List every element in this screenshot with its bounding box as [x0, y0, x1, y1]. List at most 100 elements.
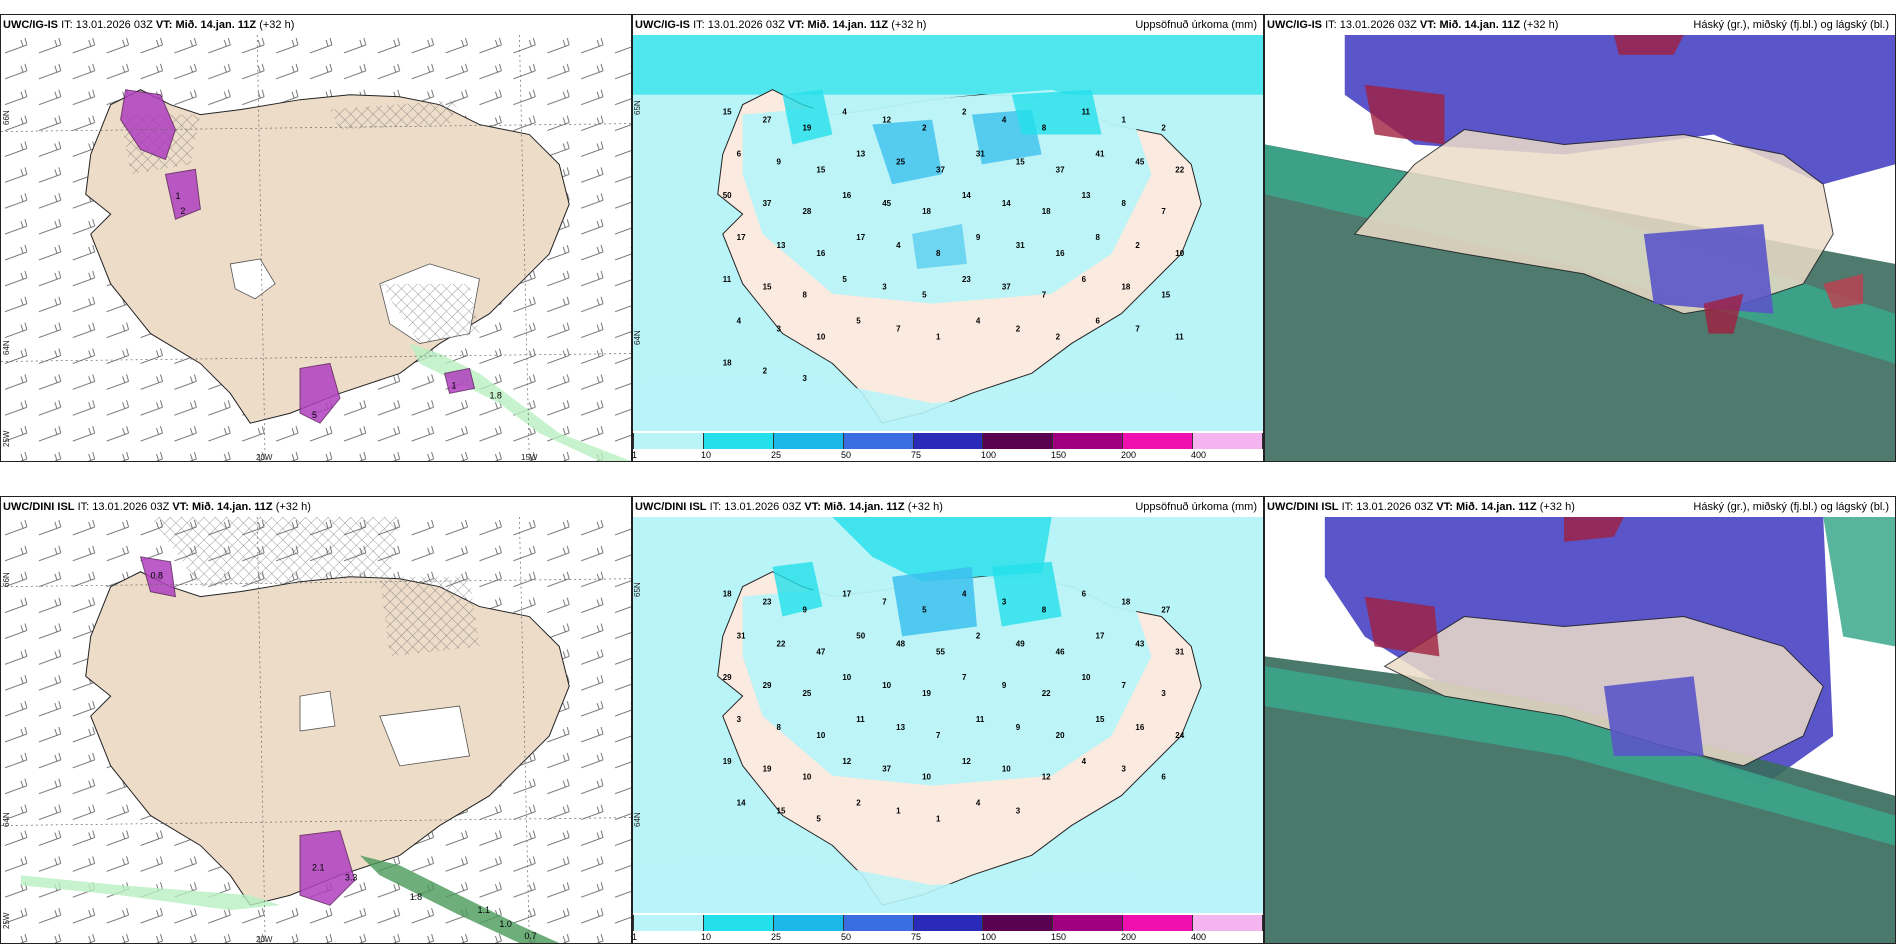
wind-label: 5: [312, 410, 317, 420]
precip-value: 10: [1002, 765, 1011, 774]
precip-value: 9: [802, 606, 807, 615]
precip-value: 2: [763, 366, 768, 375]
precip-value: 4: [976, 799, 981, 808]
purple-patch-nw: [120, 89, 176, 161]
precip-value: 28: [802, 207, 811, 216]
precip-value: 16: [842, 191, 851, 200]
precip-value: 16: [1135, 723, 1144, 732]
precip-value: 1: [896, 807, 901, 816]
precip-value: 12: [962, 757, 971, 766]
precip-value: 14: [737, 799, 746, 808]
precip-value: 37: [936, 165, 945, 174]
wind-label: 1.8: [410, 892, 422, 902]
precip-value: 22: [1042, 689, 1051, 698]
precip-value: 10: [922, 773, 931, 782]
precip-value: 10: [1175, 249, 1184, 258]
iceland-land: [85, 571, 570, 906]
precip-map-svg: 1527194122248111269151325373115374145225…: [633, 35, 1263, 431]
precip-value: 2: [976, 631, 981, 640]
precip-value: 23: [962, 275, 971, 284]
precip-value: 19: [802, 124, 811, 133]
precip-colorbar: 1 10 25 50 75 100 150 200 400: [633, 913, 1263, 943]
panel-cloud-ig: UWC/IG-IS IT: 13.01.2026 03Z VT: Mið. 14…: [1264, 14, 1896, 462]
precip-value: 3: [1002, 598, 1007, 607]
wind-map-svg: 0.8 2.1 3.3 1.8 1.1 1.0 0.7: [1, 517, 631, 943]
precip-value: 19: [723, 757, 732, 766]
precip-value: 3: [1161, 689, 1166, 698]
precip-value: 10: [816, 731, 825, 740]
lat-label-right-mid: 64N: [633, 812, 642, 827]
precip-value: 49: [1016, 639, 1025, 648]
precip-value: 11: [723, 275, 732, 284]
precip-value: 37: [882, 765, 891, 774]
precip-value: 31: [1016, 241, 1025, 250]
precip-value: 2: [922, 124, 927, 133]
wind-label: 2.1: [312, 862, 324, 872]
precip-value: 12: [1042, 773, 1051, 782]
precip-value: 8: [936, 249, 941, 258]
precip-value: 3: [882, 283, 887, 292]
wind-label: 1: [452, 380, 457, 390]
precip-value: 15: [1161, 291, 1170, 300]
precip-value: 17: [1096, 631, 1105, 640]
precip-value: 13: [856, 149, 865, 158]
precip-value: 9: [777, 157, 782, 166]
precip-value: 1: [1121, 116, 1126, 125]
precip-value: 1: [936, 332, 941, 341]
wind-map-svg: 1 2 1 5 1.8: [1, 35, 631, 461]
precip-value: 13: [896, 723, 905, 732]
precip-value-labels: 1823917754386182731224750485524946174331…: [723, 590, 1185, 824]
precip-value: 2: [1056, 332, 1061, 341]
precip-value: 6: [1096, 317, 1101, 326]
precip-value: 13: [1082, 191, 1091, 200]
colorbar-tick: 50: [841, 450, 852, 460]
purple-patch-s: [299, 362, 341, 424]
wind-label: 2: [180, 206, 185, 216]
precip-value: 7: [962, 673, 967, 682]
precip-value: 9: [1016, 723, 1021, 732]
precip-value: 10: [842, 673, 851, 682]
precip-value: 4: [737, 317, 742, 326]
lon-label-left: 20W: [256, 453, 273, 462]
wind-label: 1.8: [489, 390, 501, 400]
purple-patch-nw: [139, 556, 177, 598]
precip-map: 15 27 19 4 12 2 2 4 8 11 1 2 6 9 15 13 25 37 31 15 37 41 45 22 5…: [633, 35, 1263, 431]
precip-value: 16: [1056, 249, 1065, 258]
precip-value: 50: [856, 631, 865, 640]
precip-value: 37: [1056, 165, 1065, 174]
precip-value: 8: [1042, 124, 1047, 133]
precip-value: 18: [1121, 598, 1130, 607]
colorbar-tick: 10: [701, 932, 712, 942]
panel-title: UWC/IG-IS IT: 13.01.2026 03Z VT: Mið. 14…: [1, 15, 631, 35]
precip-value: 43: [1135, 639, 1144, 648]
precip-value: 23: [763, 598, 772, 607]
precip-value: 41: [1096, 149, 1105, 158]
precip-value: 7: [1161, 207, 1166, 216]
precip-value: 29: [763, 681, 772, 690]
wind-label: 1.1: [477, 905, 489, 915]
precip-value: 12: [882, 116, 891, 125]
precip-value: 15: [1096, 715, 1105, 724]
precip-value: 11: [1082, 108, 1091, 117]
precip-value: 18: [1042, 207, 1051, 216]
precip-value: 8: [777, 723, 782, 732]
precip-value: 2: [856, 799, 861, 808]
precip-value: 25: [896, 157, 905, 166]
cloud-map-svg: [1265, 35, 1895, 461]
cloud-map: [1265, 517, 1895, 943]
precip-value: 9: [1002, 681, 1007, 690]
wind-label: 0.7: [524, 931, 536, 941]
wind-map: 1 2 1 5 1.8: [1, 35, 631, 461]
precip-value: 6: [737, 149, 742, 158]
precip-map: 18 23 9 17 7 5 4 3 8 6 18 27 31 22 47 50 48 55 2 49 46 17 43 31…: [633, 517, 1263, 913]
panel-right-title: Háský (gr.), miðský (fj.bl.) og lágský (…: [1693, 19, 1889, 31]
precip-value: 17: [842, 590, 851, 599]
precip-value: 4: [962, 590, 967, 599]
precip-value: 19: [763, 765, 772, 774]
colorbar-ticks: 1 10 25 50 75 100 150 200 400: [633, 450, 1263, 461]
precip-value: 11: [856, 715, 865, 724]
colorbar-tick: 50: [841, 932, 852, 942]
panel-precip-dini: UWC/DINI ISL IT: 13.01.2026 03Z VT: Mið.…: [632, 496, 1264, 944]
lat-label-right-mid: 64N: [633, 330, 642, 345]
precip-value: 7: [936, 731, 941, 740]
